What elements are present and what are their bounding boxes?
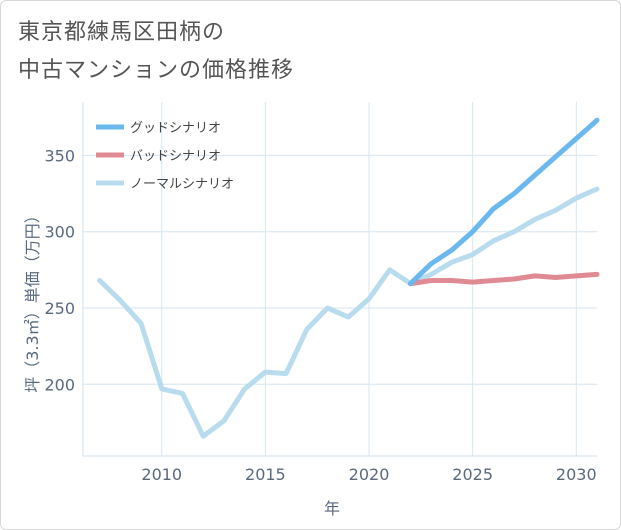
legend-label-1: バッドシナリオ	[130, 149, 221, 164]
y-tick-label-250: 250	[44, 299, 75, 318]
legend-label-0: グッドシナリオ	[130, 121, 221, 136]
y-tick-labels: 200 250 300 350	[44, 146, 75, 394]
y-tick-label-300: 300	[44, 223, 75, 242]
y-axis-title: 坪（3.3㎡）単価（万円）	[23, 207, 42, 392]
x-tick-label-2015: 2015	[245, 465, 286, 484]
grid-x	[82, 102, 597, 457]
legend-label-2: ノーマルシナリオ	[130, 177, 234, 192]
chart-title-line1: 東京都練馬区田柄の	[18, 20, 226, 45]
x-tick-label-2020: 2020	[349, 465, 390, 484]
x-tick-label-2030: 2030	[556, 465, 597, 484]
series-line-2	[97, 186, 600, 439]
series-line-1	[408, 271, 600, 287]
chart-title-line2: 中古マンションの価格推移	[18, 58, 295, 83]
y-tick-label-350: 350	[44, 146, 75, 165]
x-tick-label-2010: 2010	[141, 465, 182, 484]
series-layer	[97, 117, 600, 439]
y-tick-label-200: 200	[44, 375, 75, 394]
x-axis-title: 年	[324, 499, 340, 518]
x-tick-label-2025: 2025	[452, 465, 493, 484]
x-tick-labels: 2010 2015 2020 2025 2030	[141, 465, 596, 484]
series-line-0	[408, 117, 600, 287]
